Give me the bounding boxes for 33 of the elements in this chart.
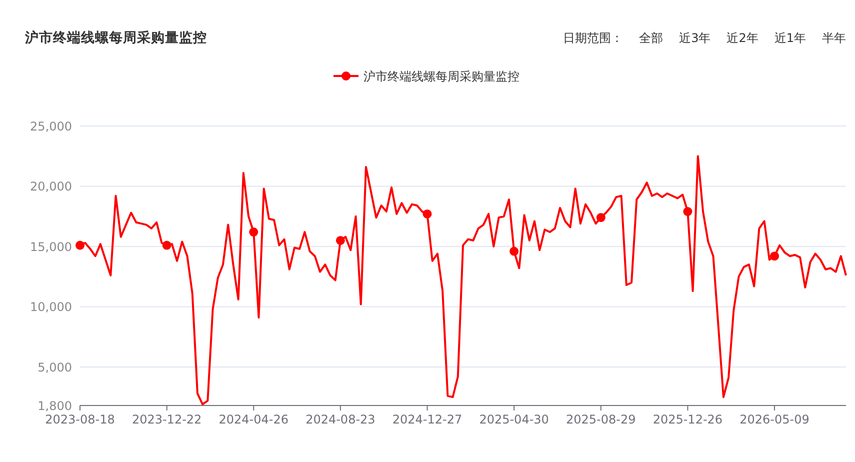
text: 半年 — [822, 31, 846, 45]
point — [249, 228, 258, 237]
point — [770, 252, 780, 261]
point — [596, 213, 606, 222]
point — [76, 240, 84, 250]
x-tick-label: 2024-12-27 — [392, 412, 462, 426]
text: 近1年 — [774, 31, 806, 45]
y-tick-label: 5,000 — [38, 360, 72, 374]
y-tick-label: 25,000 — [30, 120, 72, 134]
y-tick-label: 20,000 — [30, 180, 72, 194]
point — [422, 209, 432, 218]
chart-title: 沪市终端线螺每周采购量监控 — [24, 29, 207, 46]
y-tick-label: 1,800 — [38, 399, 72, 413]
legend: 沪市终端线螺每周采购量监控 — [334, 70, 520, 84]
x-tick-label: 2025-12-26 — [652, 412, 723, 426]
x-tick-label: 2024-08-23 — [306, 412, 376, 426]
point — [510, 246, 519, 256]
x-tick-label: 2023-08-18 — [45, 412, 115, 426]
x-tick-label: 2023-12-22 — [132, 412, 202, 426]
point — [336, 236, 345, 245]
point — [683, 207, 692, 216]
text: 近3年 — [679, 31, 711, 45]
x-tick-label: 2024-04-26 — [218, 412, 288, 426]
x-tick-label: 2025-08-29 — [566, 412, 636, 426]
point — [162, 240, 172, 250]
x-tick-label: 2026-05-09 — [740, 412, 810, 426]
legend-label: 沪市终端线螺每周采购量监控 — [364, 70, 520, 84]
y-tick-label: 15,000 — [30, 240, 72, 254]
y-tick-label: 10,000 — [30, 300, 72, 314]
text: 全部 — [639, 31, 664, 45]
text: 近2年 — [726, 31, 758, 45]
x-tick-label: 2025-04-30 — [479, 412, 549, 426]
text: 日期范围： — [563, 31, 624, 45]
